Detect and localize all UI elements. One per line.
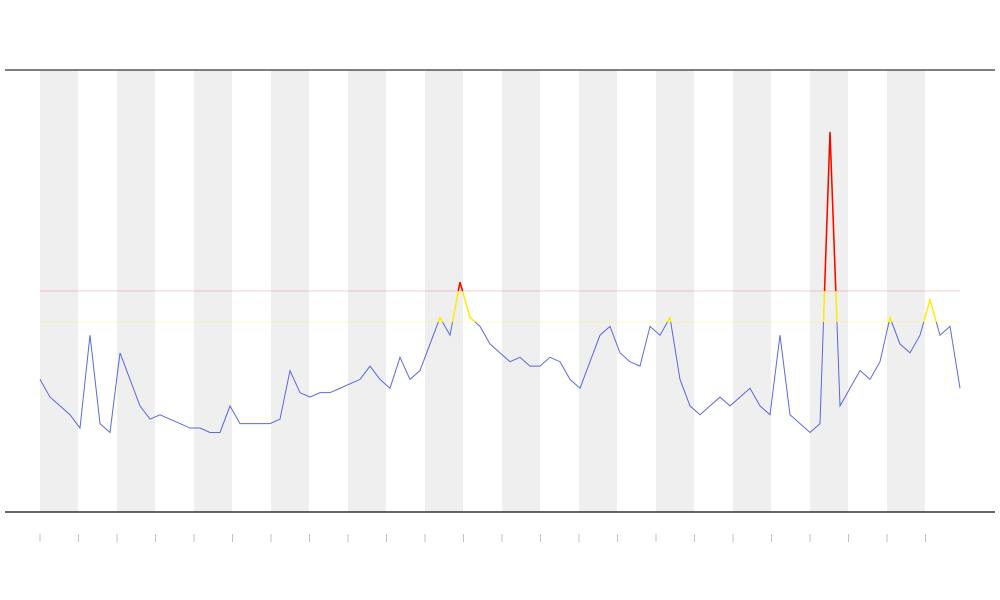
series-line bbox=[39, 131, 961, 434]
